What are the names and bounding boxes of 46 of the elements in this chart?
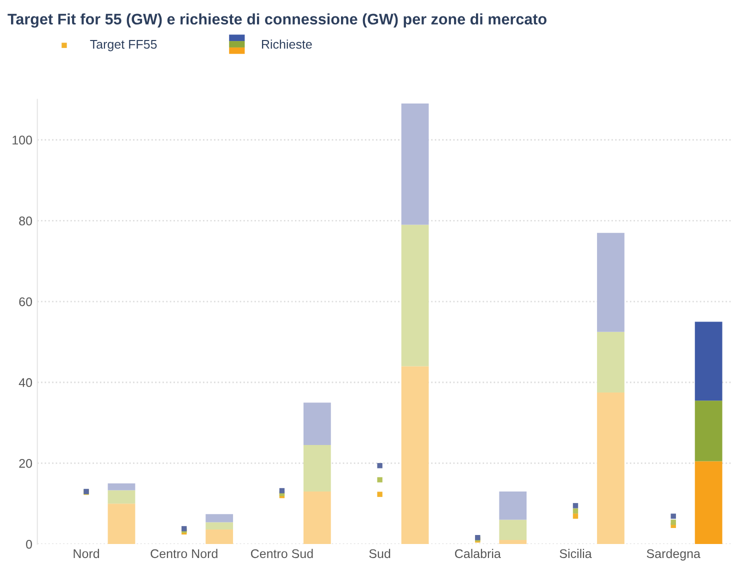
bar [303, 402, 331, 446]
y-tick-label: 60 [19, 297, 32, 306]
point [572, 503, 578, 508]
point [377, 492, 382, 497]
bar [499, 492, 527, 520]
point [377, 463, 382, 468]
chart-title: Target Fit for 55 (GW) e richieste di connessione (GW) per zone di mercato [8, 13, 546, 28]
legend-label: Target FF55 [90, 40, 157, 52]
x-tick-label: Sud [369, 548, 390, 558]
point [670, 514, 676, 519]
bar [108, 490, 136, 504]
bar [694, 322, 722, 401]
x-tick-label: Sardegna [646, 548, 700, 561]
point [572, 514, 578, 519]
bar [108, 483, 136, 490]
y-tick-label: 40 [18, 378, 32, 388]
y-tick-label: 0 [26, 540, 32, 549]
bar [206, 522, 234, 530]
point [670, 520, 676, 525]
bar [303, 492, 331, 544]
bar [108, 504, 136, 544]
x-tick-label: Centro Sud [250, 548, 313, 558]
y-tick-label: 20 [19, 459, 32, 468]
bar [597, 232, 624, 332]
point [377, 477, 382, 482]
y-tick-label: 80 [19, 216, 32, 226]
x-tick-label: Nord [74, 548, 100, 558]
bar [694, 461, 722, 544]
point [572, 508, 578, 514]
bar [206, 530, 234, 544]
bar [597, 332, 624, 392]
x-tick-label: Sicilia [560, 548, 592, 558]
bar [597, 392, 624, 544]
x-tick-label: Centro Nord [150, 548, 218, 558]
bar [499, 520, 527, 540]
bar [694, 400, 722, 462]
legend-label: Richieste [262, 40, 312, 49]
y-tick-label: 100 [12, 136, 32, 145]
bar [303, 445, 331, 492]
bar [499, 540, 527, 544]
point [279, 488, 285, 494]
x-tick-label: Calabria [455, 548, 501, 558]
bar [401, 224, 429, 366]
bar [206, 514, 234, 522]
bar [401, 366, 429, 544]
bar [401, 103, 429, 225]
